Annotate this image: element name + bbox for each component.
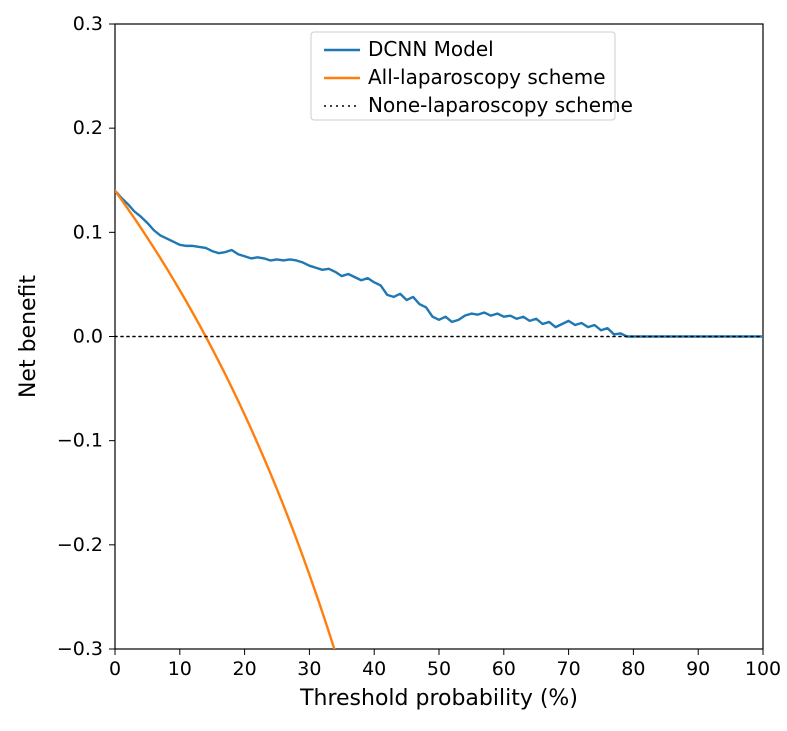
series-line-0 xyxy=(115,191,763,337)
y-tick-label: 0.2 xyxy=(73,117,103,139)
x-tick-label: 20 xyxy=(233,658,257,680)
x-tick-label: 40 xyxy=(362,658,386,680)
x-tick-label: 10 xyxy=(168,658,192,680)
chart-svg: 0 10 20 30 40 50 60 70 80 90 100 −0.3 −0.2 −0.1 0.0 0.1… xyxy=(0,0,787,731)
x-tick-label: 100 xyxy=(745,658,781,680)
legend-label: All-laparoscopy scheme xyxy=(368,65,606,89)
x-tick-label: 60 xyxy=(492,658,516,680)
series-line-1 xyxy=(115,191,335,652)
x-tick-label: 30 xyxy=(297,658,321,680)
x-tick-label: 70 xyxy=(557,658,581,680)
decision-curve-chart: 0 10 20 30 40 50 60 70 80 90 100 −0.3 −0.2 −0.1 0.0 0.1… xyxy=(0,0,787,731)
y-tick-label: −0.2 xyxy=(57,534,103,556)
y-tick-label: 0.0 xyxy=(73,326,103,348)
y-tick-label: −0.1 xyxy=(57,430,103,452)
x-axis-label: Threshold probability (%) xyxy=(299,686,578,711)
legend-label: DCNN Model xyxy=(368,37,494,61)
x-tick-label: 80 xyxy=(621,658,645,680)
x-tick-label: 90 xyxy=(686,658,710,680)
y-tick-label: −0.3 xyxy=(57,638,103,660)
y-axis-label: Net benefit xyxy=(16,275,41,398)
x-tick-label: 50 xyxy=(427,658,451,680)
y-tick-label: 0.3 xyxy=(73,13,103,35)
y-tick-label: 0.1 xyxy=(73,221,103,243)
legend-label: None-laparoscopy scheme xyxy=(368,93,633,117)
x-tick-label: 0 xyxy=(109,658,121,680)
